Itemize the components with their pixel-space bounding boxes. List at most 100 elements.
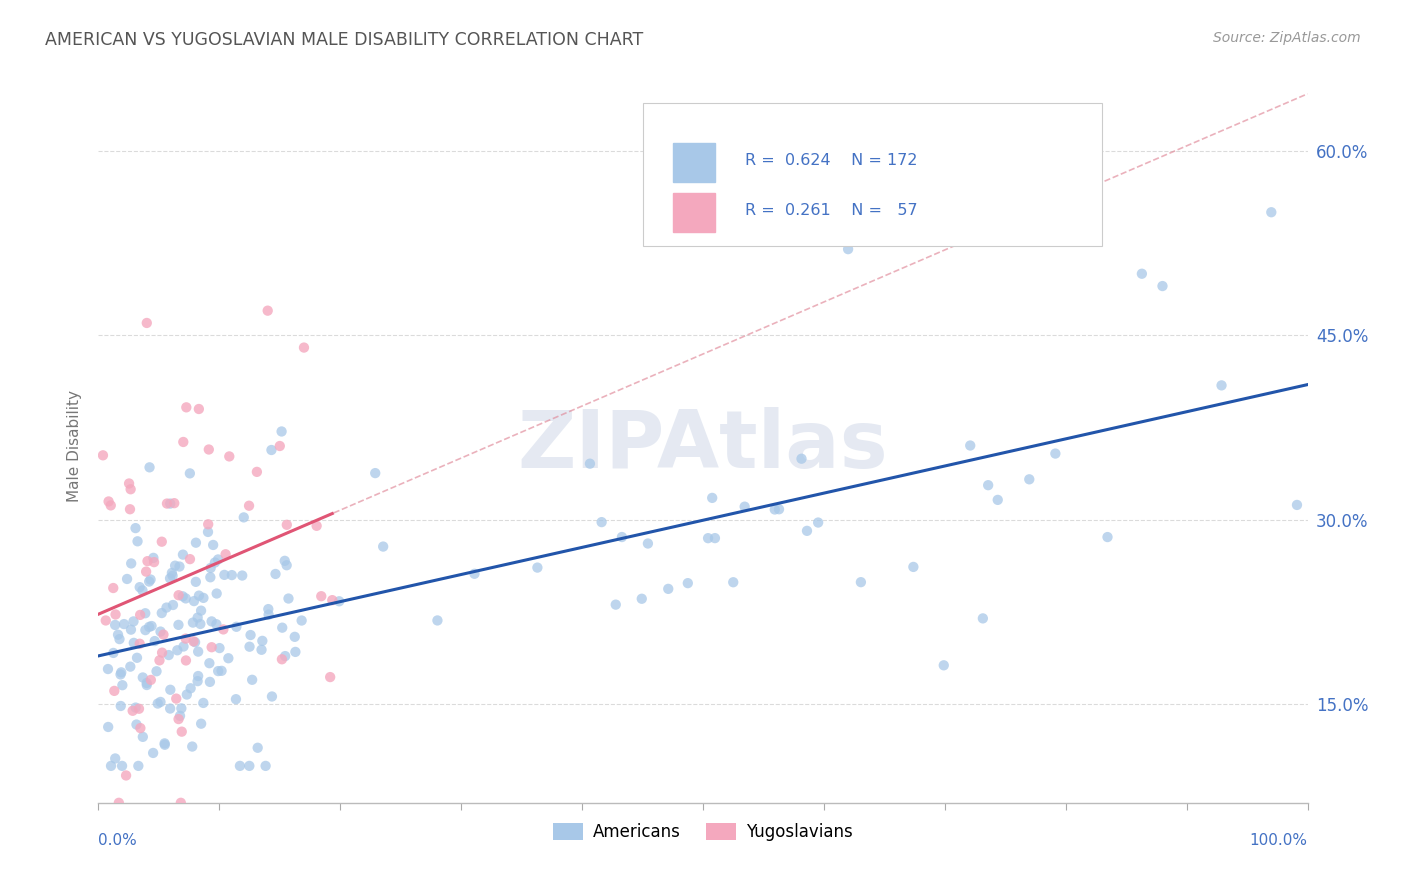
Point [184, 535, 207, 549]
Point [122, 636, 145, 650]
Point [198, 674, 221, 689]
Point [91, 448, 114, 462]
Point [959, 438, 981, 452]
Point [165, 558, 187, 573]
Point [212, 623, 235, 637]
Point [103, 646, 125, 660]
Point [103, 684, 125, 698]
Point [135, 316, 157, 330]
Point [463, 566, 485, 581]
Point [637, 536, 659, 550]
Point [124, 700, 146, 714]
Point [108, 796, 131, 810]
Point [184, 574, 207, 589]
Point [676, 576, 699, 591]
Point [122, 615, 145, 629]
Point [987, 492, 1010, 507]
Point [100, 759, 122, 773]
Point [181, 739, 204, 754]
Point [118, 476, 141, 491]
Point [139, 673, 162, 687]
FancyBboxPatch shape [673, 193, 716, 232]
Point [127, 759, 149, 773]
Point [208, 641, 231, 656]
Point [128, 702, 150, 716]
Point [167, 588, 190, 602]
Point [364, 466, 387, 480]
Point [1285, 498, 1308, 512]
Point [176, 688, 198, 702]
Point [167, 618, 190, 632]
Text: 100.0%: 100.0% [1250, 833, 1308, 848]
Point [165, 691, 187, 706]
Point [97, 662, 120, 676]
Point [188, 617, 211, 632]
Point [197, 517, 219, 532]
Point [174, 591, 197, 606]
Point [768, 502, 790, 516]
Point [149, 624, 172, 639]
Point [605, 598, 627, 612]
Point [225, 620, 247, 634]
Point [181, 615, 204, 630]
Point [198, 442, 221, 457]
Point [184, 635, 207, 649]
Point [218, 450, 240, 464]
Point [107, 628, 129, 642]
Point [957, 193, 980, 207]
Point [1018, 472, 1040, 486]
Point [153, 738, 176, 752]
Point [172, 590, 194, 604]
Point [110, 665, 132, 680]
Point [373, 540, 395, 554]
Point [790, 451, 813, 466]
Point [170, 701, 193, 715]
Point [141, 619, 163, 633]
Point [103, 581, 125, 595]
Point [260, 442, 283, 457]
Point [173, 640, 195, 654]
Point [264, 566, 287, 581]
Point [190, 604, 212, 618]
Point [104, 618, 127, 632]
Y-axis label: Male Disability: Male Disability [67, 390, 83, 502]
Point [94, 614, 117, 628]
Point [291, 614, 314, 628]
Point [240, 673, 263, 687]
Point [903, 560, 925, 574]
Point [153, 736, 176, 750]
Point [256, 303, 278, 318]
Point [305, 518, 328, 533]
Point [807, 516, 830, 530]
Point [179, 552, 201, 566]
Point [723, 575, 745, 590]
Point [166, 643, 188, 657]
Point [328, 594, 350, 608]
Point [193, 696, 215, 710]
Point [110, 698, 132, 713]
Point [115, 768, 138, 782]
Point [187, 610, 209, 624]
Point [205, 586, 228, 600]
Point [169, 709, 191, 723]
Point [610, 530, 633, 544]
Point [142, 746, 165, 760]
Point [526, 560, 548, 574]
Point [162, 568, 184, 582]
Point [200, 561, 222, 575]
Point [145, 665, 167, 679]
Point [110, 667, 132, 681]
Point [134, 607, 156, 621]
Point [197, 524, 219, 539]
Point [131, 583, 153, 598]
Point [159, 571, 181, 585]
Point [276, 517, 298, 532]
Point [138, 620, 160, 634]
Legend: Americans, Yugoslavians: Americans, Yugoslavians [547, 816, 859, 848]
Point [837, 242, 859, 256]
Point [254, 759, 277, 773]
Point [703, 531, 725, 545]
Point [125, 650, 148, 665]
Point [260, 690, 283, 704]
Point [972, 611, 994, 625]
